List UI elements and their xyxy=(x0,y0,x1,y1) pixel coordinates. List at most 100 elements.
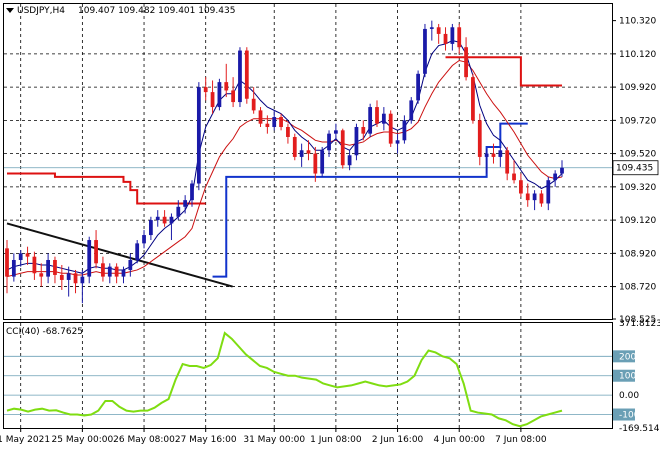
cci-title: CCI(40) -68.7625 xyxy=(6,327,83,337)
candle-bear xyxy=(436,27,441,34)
ohlc-label: 109.407 109.482 109.401 109.435 xyxy=(78,6,235,16)
dropdown-triangle-icon[interactable] xyxy=(6,8,14,13)
y-tick-label: 109.120 xyxy=(619,216,656,226)
candle-bear xyxy=(443,33,448,44)
candle-bull xyxy=(18,253,23,260)
moving-averages xyxy=(6,40,563,278)
cci-y-tick-label: 0.00 xyxy=(619,391,639,401)
candle-bear xyxy=(251,98,256,111)
candle-bull xyxy=(238,50,242,103)
candle-bear xyxy=(279,117,283,128)
candle-bear xyxy=(94,240,98,264)
candle-bear xyxy=(244,50,249,99)
x-tick-label: 4 Jun 00:00 xyxy=(433,435,485,445)
candle-bull xyxy=(553,173,558,181)
candle-bear xyxy=(512,173,516,181)
cci-y-tick-label: 371.8123 xyxy=(619,319,660,329)
candle-bear xyxy=(53,259,57,275)
candle-bull xyxy=(546,180,551,204)
slow-ma-line xyxy=(6,59,563,278)
candle-bull xyxy=(532,193,537,201)
cci-indicator xyxy=(4,331,612,428)
candle-bear xyxy=(210,92,215,108)
candle-bear xyxy=(361,127,366,134)
candle-bull xyxy=(272,117,277,128)
candle-bear xyxy=(306,150,311,154)
x-tick-label: 2 Jun 16:00 xyxy=(372,435,424,445)
candle-bear xyxy=(525,193,530,201)
y-tick-label: 110.120 xyxy=(619,50,656,60)
candle-bear xyxy=(32,256,37,274)
candle-bear xyxy=(203,87,208,93)
candle-bull xyxy=(196,87,201,184)
candle-bull xyxy=(11,259,16,277)
fast-ma-line xyxy=(6,40,563,274)
candle-bull xyxy=(121,269,126,277)
candle-bull xyxy=(347,155,352,166)
candle-bull xyxy=(409,100,414,121)
candle-bull xyxy=(299,150,304,157)
candle-bull xyxy=(423,28,427,74)
candle-bull xyxy=(429,27,434,29)
candle-bull xyxy=(320,150,325,174)
y-tick-label: 110.320 xyxy=(619,17,656,27)
candle-bull xyxy=(498,150,503,157)
y-tick-label: 108.525 xyxy=(619,315,656,325)
candle-bull xyxy=(190,183,194,201)
candle-bull xyxy=(107,266,112,277)
candle-bull xyxy=(450,27,455,44)
candle-bull xyxy=(217,82,222,108)
candle-bear xyxy=(73,273,78,284)
candle-bear xyxy=(340,130,345,166)
candle-bull xyxy=(381,113,386,124)
symbol-label: USDJPY,H4 xyxy=(17,6,65,16)
cci-y-tick-label: 200 xyxy=(619,352,636,362)
trendline xyxy=(6,222,233,288)
header: USDJPY,H4 109.407 109.482 109.401 109.43… xyxy=(6,6,235,16)
candle-bear xyxy=(457,27,462,48)
current-price-label: 109.435 xyxy=(616,164,653,174)
candle-bull xyxy=(484,153,489,157)
cci-level-tag xyxy=(613,350,635,363)
candle-bear xyxy=(375,107,379,124)
current-price-tag xyxy=(612,160,659,176)
candle-bull xyxy=(169,216,174,224)
cci-y-tick-label: -169.5148 xyxy=(619,424,660,434)
cci-line xyxy=(6,331,563,428)
candle-bear xyxy=(162,216,167,224)
x-tick-label: 27 May 16:00 xyxy=(175,435,237,445)
candle-bull xyxy=(149,220,153,236)
candle-bear xyxy=(224,82,229,91)
candle-bull xyxy=(135,243,140,260)
candles xyxy=(5,20,564,304)
candle-bear xyxy=(477,120,482,157)
y-tick-label: 109.320 xyxy=(619,183,656,193)
candle-bear xyxy=(505,150,510,174)
main-chart-frame xyxy=(3,3,613,320)
x-tick-label: 1 Jun 08:00 xyxy=(310,435,362,445)
candle-bull xyxy=(183,200,188,207)
candle-bull xyxy=(87,240,92,277)
candle-bear xyxy=(292,136,297,157)
candle-bull xyxy=(46,259,50,277)
y-tick-label: 108.720 xyxy=(619,283,656,293)
y-tick-label: 109.920 xyxy=(619,83,656,93)
candle-bear xyxy=(258,110,263,124)
candle-bull xyxy=(176,206,181,217)
cci-level-tag xyxy=(613,408,635,421)
candle-bull xyxy=(368,107,373,134)
candle-bull xyxy=(354,127,359,156)
candle-bear xyxy=(464,47,468,78)
stop-line-blue xyxy=(212,122,528,278)
candle-bull xyxy=(416,73,420,101)
candle-bear xyxy=(286,127,290,137)
candle-bear xyxy=(25,253,30,257)
candle-bear xyxy=(5,248,9,277)
candle-bull xyxy=(66,273,71,280)
candle-bear xyxy=(114,266,119,277)
y-tick-label: 109.720 xyxy=(619,116,656,126)
candle-bear xyxy=(101,263,105,277)
candle-bull xyxy=(142,235,146,244)
grid-layer xyxy=(4,4,612,428)
